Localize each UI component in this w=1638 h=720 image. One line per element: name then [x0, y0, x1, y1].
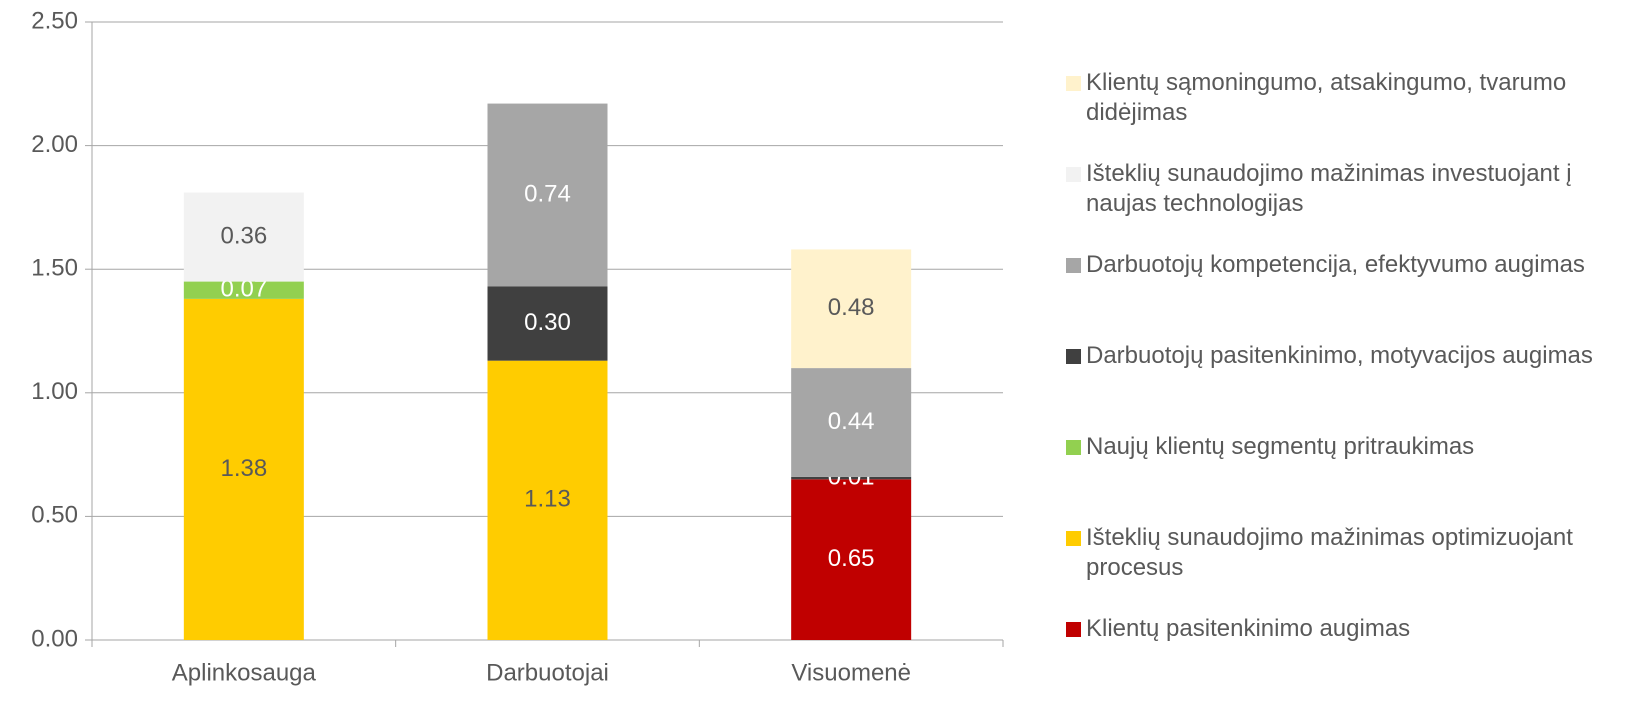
- legend-label: Darbuotojų pasitenkinimo, motyvacijos au…: [1086, 342, 1593, 369]
- x-tick-label: Aplinkosauga: [172, 659, 317, 686]
- legend-swatch: [1066, 76, 1081, 91]
- bar-segment: [791, 476, 912, 480]
- data-label: 0.30: [524, 309, 571, 336]
- legend-swatch: [1066, 440, 1081, 455]
- data-label: 0.44: [828, 408, 875, 435]
- legend-swatch: [1066, 167, 1081, 182]
- legend-label: Išteklių sunaudojimo mažinimas investuoj…: [1086, 160, 1572, 217]
- y-tick-label: 0.00: [31, 625, 78, 652]
- legend-item: Naujų klientų segmentų pritraukimas: [1066, 432, 1638, 462]
- legend-item: Išteklių sunaudojimo mažinimas optimizuo…: [1066, 523, 1638, 583]
- data-label: 1.38: [220, 455, 267, 482]
- bar-segment: [487, 286, 608, 361]
- legend-label: Darbuotojų kompetencija, efektyvumo augi…: [1086, 251, 1585, 278]
- legend-item: Darbuotojų pasitenkinimo, motyvacijos au…: [1066, 341, 1638, 371]
- legend-label: Klientų pasitenkinimo augimas: [1086, 615, 1411, 642]
- bar-segment: [183, 298, 304, 640]
- bar-segment: [487, 360, 608, 640]
- legend-swatch: [1066, 622, 1081, 637]
- legend-item: Darbuotojų kompetencija, efektyvumo augi…: [1066, 250, 1638, 280]
- legend-swatch: [1066, 531, 1081, 546]
- x-tick-label: Darbuotojai: [486, 659, 609, 686]
- legend-item: Klientų sąmoningumo, atsakingumo, tvarum…: [1066, 68, 1638, 128]
- data-label: 0.74: [524, 180, 571, 207]
- legend-label: Klientų sąmoningumo, atsakingumo, tvarum…: [1086, 69, 1567, 126]
- bar-segment: [183, 192, 304, 282]
- legend-item: Išteklių sunaudojimo mažinimas investuoj…: [1066, 159, 1638, 219]
- y-tick-label: 2.00: [31, 131, 78, 158]
- y-tick-label: 1.00: [31, 378, 78, 405]
- data-label: 1.13: [524, 486, 571, 513]
- data-label: 0.36: [220, 222, 267, 249]
- x-tick-label: Visuomenė: [791, 659, 911, 686]
- data-label: 0.48: [828, 294, 875, 321]
- legend-label: Išteklių sunaudojimo mažinimas optimizuo…: [1086, 524, 1573, 581]
- y-tick-label: 0.50: [31, 502, 78, 529]
- legend-swatch: [1066, 349, 1081, 364]
- legend-label: Naujų klientų segmentų pritraukimas: [1086, 433, 1475, 460]
- legend-item: Klientų pasitenkinimo augimas: [1066, 614, 1638, 644]
- bar-segment: [791, 368, 912, 477]
- bar-segment: [183, 281, 304, 299]
- bar-segment: [791, 249, 912, 369]
- data-label: 0.65: [828, 545, 875, 572]
- y-tick-label: 1.50: [31, 255, 78, 282]
- legend-swatch: [1066, 258, 1081, 273]
- y-tick-label: 2.50: [31, 7, 78, 34]
- bar-segment: [791, 479, 912, 640]
- bar-segment: [487, 103, 608, 287]
